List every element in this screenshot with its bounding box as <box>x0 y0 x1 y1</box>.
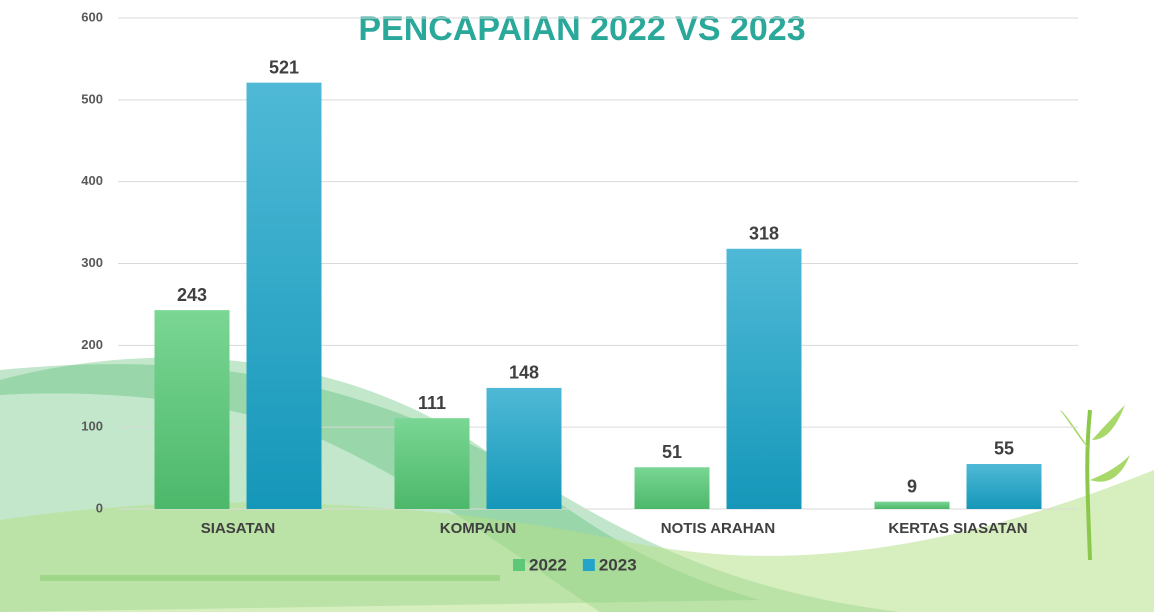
chart-title: PENCAPAIAN 2022 VS 2023 <box>358 10 805 48</box>
y-tick-label: 600 <box>81 9 103 24</box>
value-label: 9 <box>907 476 917 496</box>
value-label: 55 <box>994 439 1014 459</box>
bar <box>246 82 322 510</box>
y-tick-label: 300 <box>81 255 103 270</box>
value-label: 521 <box>269 57 299 77</box>
legend-swatch <box>513 559 525 571</box>
bar <box>394 418 470 509</box>
x-tick-label: SIASATAN <box>201 520 275 537</box>
y-tick-label: 500 <box>81 91 103 106</box>
x-tick-label: KOMPAUN <box>440 520 516 537</box>
y-tick-label: 400 <box>81 173 103 188</box>
y-tick-label: 100 <box>81 419 103 434</box>
bar <box>874 501 950 509</box>
bar <box>726 248 802 509</box>
value-label: 318 <box>749 224 779 244</box>
value-label: 111 <box>418 393 446 413</box>
value-label: 148 <box>509 363 539 383</box>
y-tick-label: 200 <box>81 337 103 352</box>
bar <box>966 463 1042 509</box>
x-tick-label: NOTIS ARAHAN <box>661 520 775 537</box>
bar <box>154 310 230 509</box>
y-tick-label: 0 <box>96 500 103 515</box>
x-tick-label: KERTAS SIASATAN <box>888 520 1027 537</box>
legend-label: 2022 <box>529 555 567 574</box>
value-label: 51 <box>662 442 682 462</box>
bar <box>486 387 562 509</box>
value-label: 243 <box>177 285 207 305</box>
legend-label: 2023 <box>599 555 637 574</box>
legend-swatch <box>582 559 595 571</box>
bar <box>634 467 710 509</box>
